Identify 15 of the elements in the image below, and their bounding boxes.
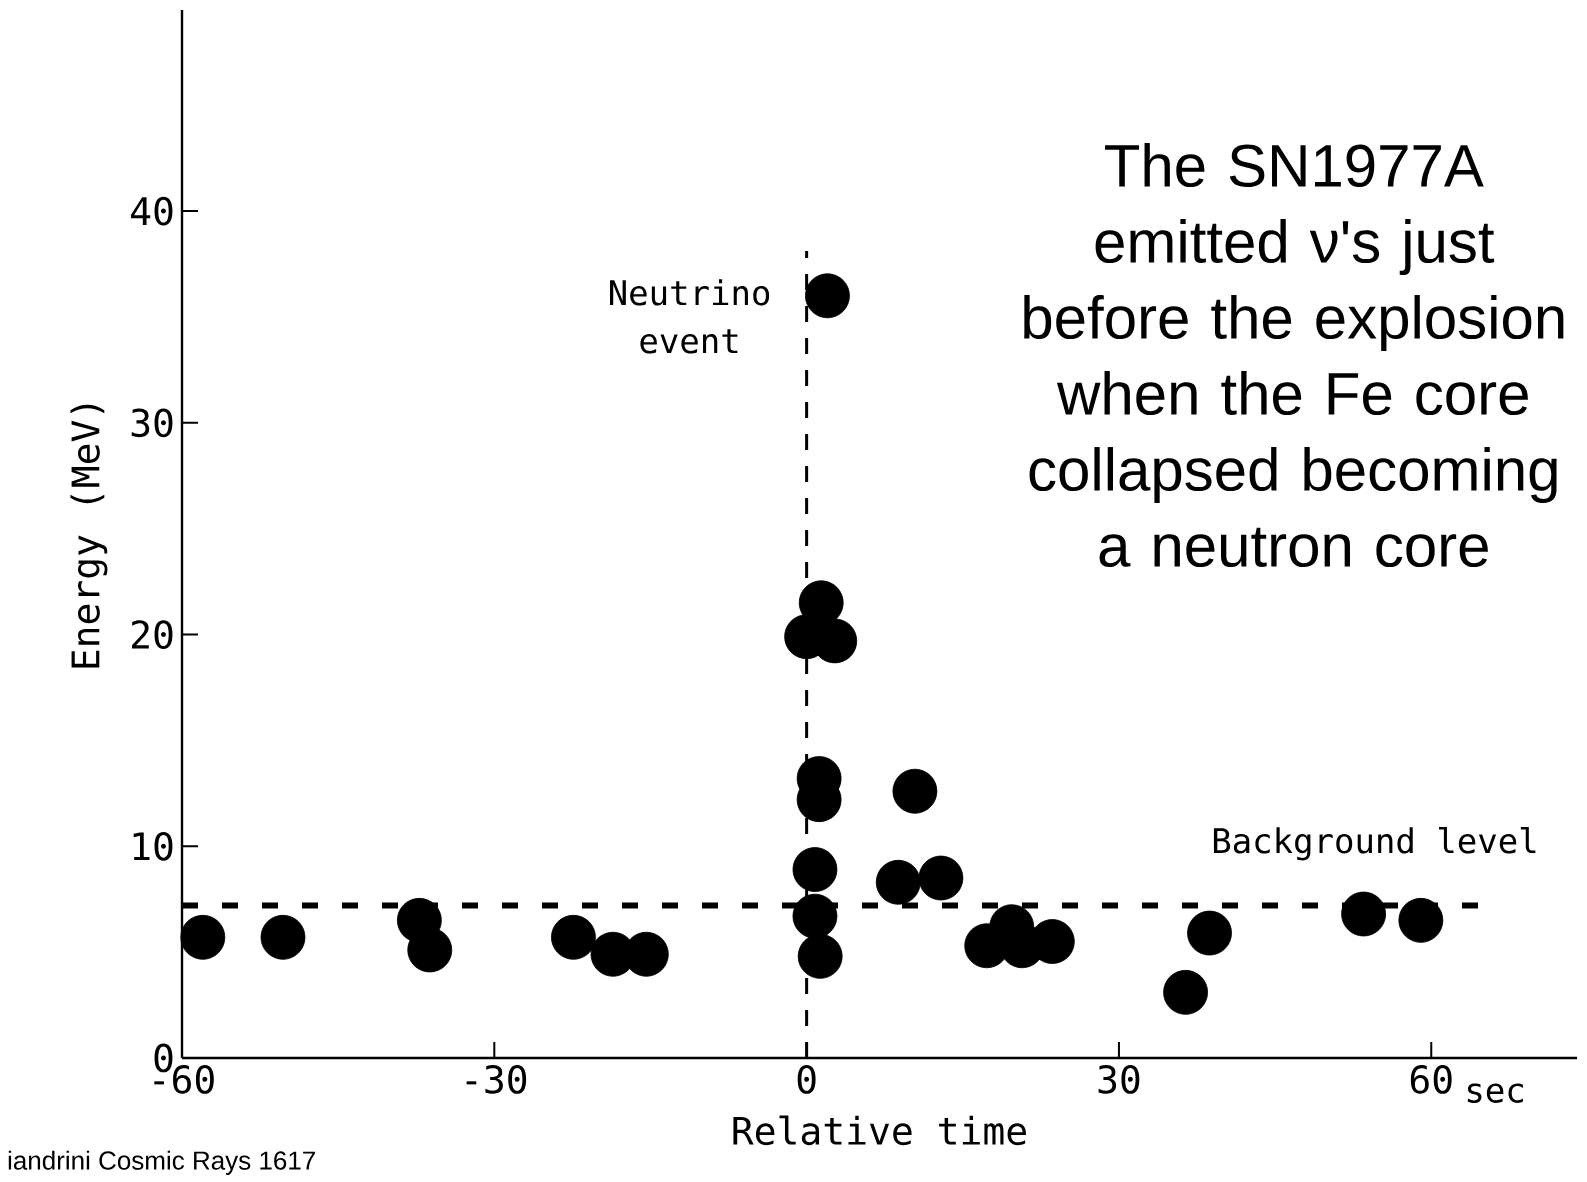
ref-line-label: Neutrino event (610, 279, 770, 354)
y-tick-label: 20 (132, 620, 173, 649)
y-axis-title: Energy (MeV) (70, 404, 108, 668)
x-tick-label: -30 (466, 1065, 527, 1094)
x-tick-label: 60 (1410, 1065, 1452, 1094)
y-tick-label: 30 (131, 408, 173, 438)
ref-line-label: Background level (1213, 827, 1536, 861)
x-tick-label: 30 (1098, 1065, 1140, 1094)
y-tick-label: 10 (133, 831, 173, 861)
annotation: The SN1977A emitted ν's just before the explosion when the Fe core collapsed becoming a neutron core (1024, 143, 1564, 568)
x-tick-label: 0 (797, 1065, 816, 1094)
x-axis-title: Relative time (733, 1115, 1026, 1146)
text: sec (1467, 1083, 1523, 1103)
text: iandrini Cosmic Rays 1617 (8, 1150, 315, 1175)
y-tick-label: 40 (131, 196, 173, 226)
